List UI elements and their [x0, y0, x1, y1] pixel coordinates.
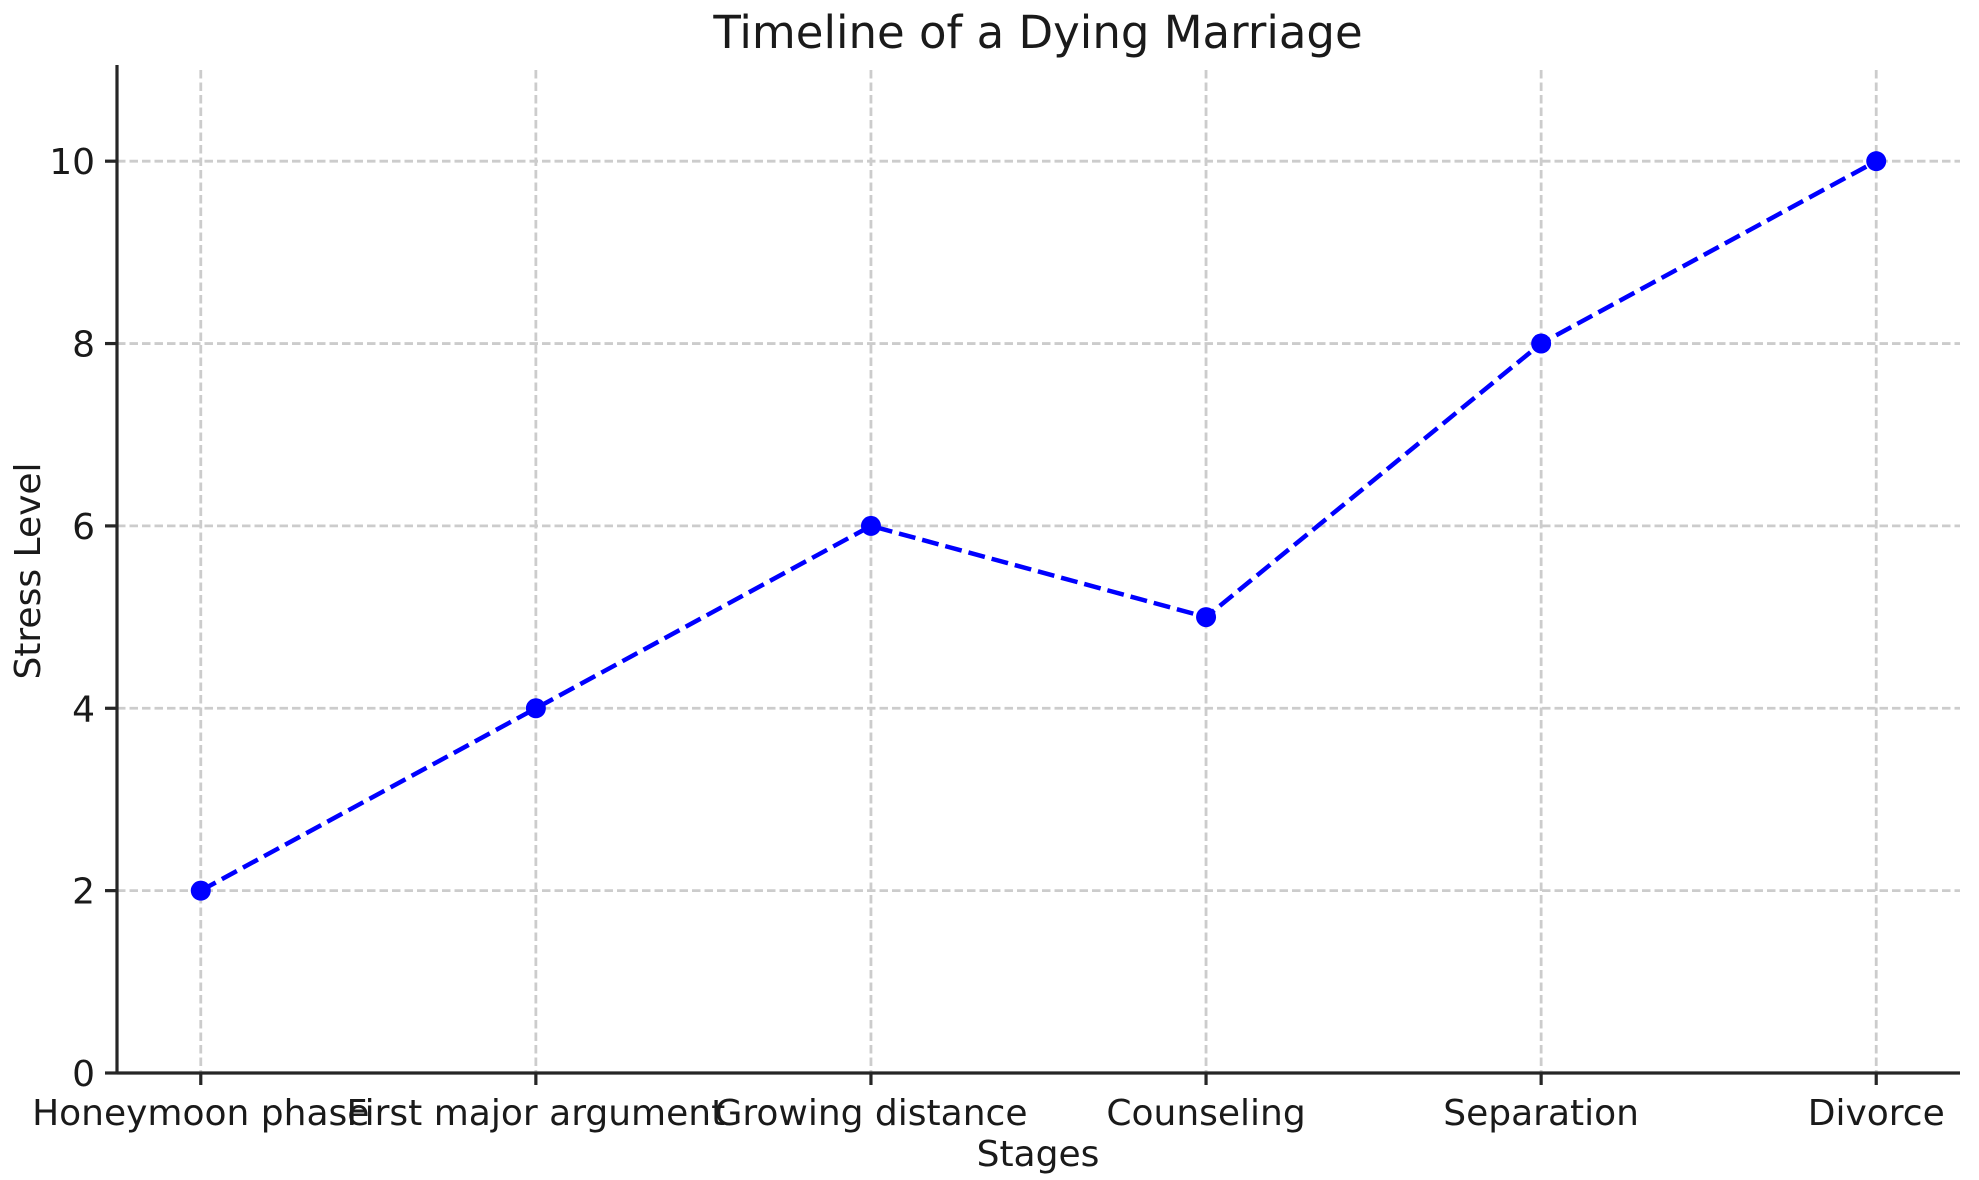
- x-tick-label: Honeymoon phase: [32, 1093, 369, 1134]
- series-layer: [190, 151, 1887, 901]
- data-point-marker: [860, 515, 881, 536]
- data-point-marker: [1531, 333, 1552, 354]
- x-tick-label: First major argument: [347, 1093, 726, 1134]
- y-axis-label: Stress Level: [8, 462, 49, 679]
- y-tick-label: 10: [49, 142, 95, 183]
- x-axis-label: Stages: [977, 1134, 1100, 1175]
- x-tick-label: Divorce: [1808, 1093, 1945, 1134]
- y-tick-label: 8: [72, 325, 95, 366]
- x-tick-label: Counseling: [1106, 1093, 1305, 1134]
- data-point-marker: [525, 698, 546, 719]
- x-tick-label: Separation: [1443, 1093, 1639, 1134]
- y-tick-label: 2: [72, 872, 95, 913]
- data-point-marker: [1866, 151, 1887, 172]
- x-tick-label: Growing distance: [714, 1093, 1027, 1134]
- y-tick-label: 4: [72, 689, 95, 730]
- data-point-marker: [190, 880, 211, 901]
- chart-title: Timeline of a Dying Marriage: [712, 6, 1362, 59]
- y-tick-label: 0: [72, 1054, 95, 1095]
- y-tick-label: 6: [72, 507, 95, 548]
- series-line: [199, 159, 1878, 893]
- data-point-marker: [1196, 607, 1217, 628]
